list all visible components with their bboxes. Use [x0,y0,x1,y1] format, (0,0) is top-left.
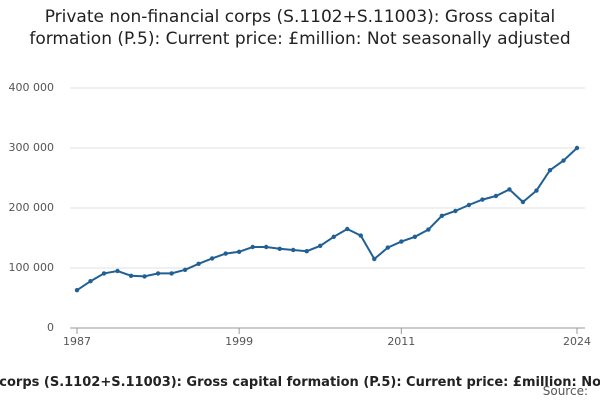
source: Source: [542,384,588,398]
y-tick-label: 400 000 [9,81,55,94]
x-tick-label: 2024 [563,335,591,348]
point [507,187,512,192]
point [318,243,323,248]
point [101,271,107,276]
point [223,251,228,256]
point [561,158,566,163]
point [345,226,350,232]
point [182,267,188,272]
y-tick-label: 0 [47,321,54,334]
point [74,288,80,293]
point [196,261,201,266]
point [534,188,539,193]
point [209,256,215,261]
point [520,199,526,205]
x-tick-label: 2011 [387,335,415,348]
point [439,213,445,218]
point [277,246,282,251]
point [142,274,147,279]
point [331,234,336,239]
point [480,197,485,202]
point [453,208,458,214]
chart-title: Private non-financial corps (S.1102+S.11… [29,7,571,49]
point [574,145,580,151]
point [372,256,377,262]
point [547,168,553,173]
legend: Private non-financial corps (S.1102+S.11… [0,375,600,390]
point [128,273,134,278]
point [250,244,255,250]
x-tick-label: 1999 [225,335,253,348]
point [169,271,174,276]
y-tick-label: 200 000 [9,201,55,214]
point [426,227,431,232]
y-tick-label: 300 000 [9,141,55,154]
point [155,271,161,276]
line [76,147,578,292]
point [304,249,309,254]
x-tick-label: 1987 [63,335,91,348]
point [399,239,404,244]
point [466,202,472,208]
point [412,234,418,239]
point [88,279,93,284]
point [291,247,296,253]
point [385,245,391,250]
point [358,233,363,238]
y-tick-label: 100 000 [9,261,55,274]
point [115,268,120,274]
point [493,193,499,199]
point [263,244,269,250]
legend-label: Private non-financial corps (S.1102+S.11… [0,375,600,390]
point [236,249,242,254]
